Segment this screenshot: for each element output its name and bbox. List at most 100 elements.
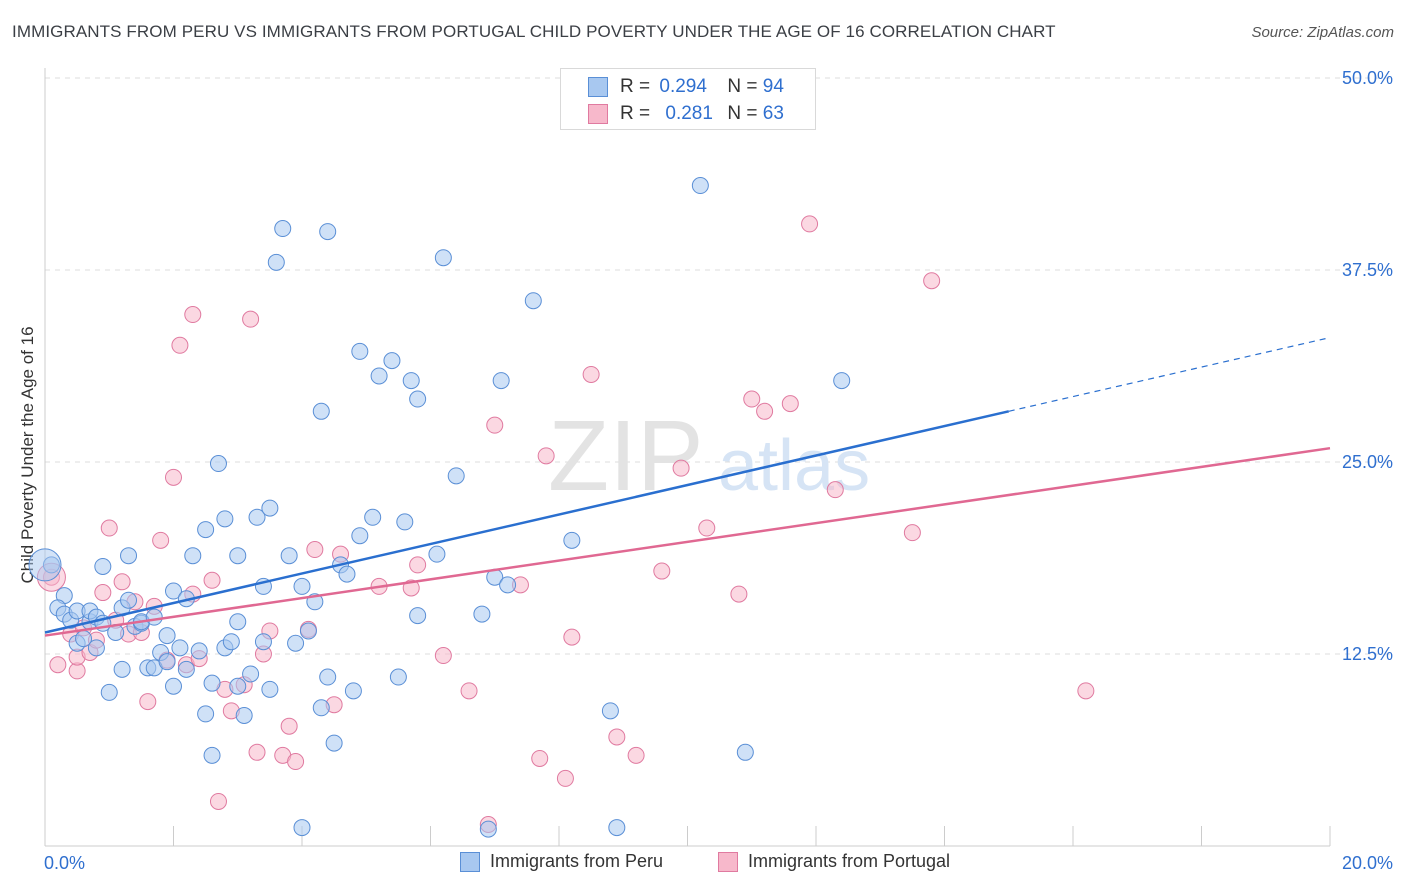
r-label: R = xyxy=(620,76,651,97)
peru-point xyxy=(197,705,215,723)
watermark: ZIP atlas xyxy=(548,400,870,512)
peru-point xyxy=(338,565,356,583)
watermark-zip: ZIP xyxy=(548,400,704,512)
portugal-legend-swatch xyxy=(718,851,738,872)
peru-trend-line xyxy=(44,410,1010,634)
peru-point xyxy=(28,548,62,582)
legend-row-peru: R = 0.294 N = 94 xyxy=(588,74,784,100)
peru-point xyxy=(145,608,163,626)
peru-point xyxy=(473,605,491,623)
peru-point xyxy=(325,734,343,752)
portugal-point xyxy=(743,390,761,408)
peru-point xyxy=(402,372,420,390)
r-label: R = xyxy=(620,103,651,124)
portugal-point xyxy=(563,628,581,646)
trend-lines xyxy=(44,336,1331,637)
peru-point xyxy=(370,367,388,385)
portugal-point xyxy=(171,336,189,354)
peru-point xyxy=(177,660,195,678)
peru-point xyxy=(319,223,337,241)
peru-point xyxy=(389,668,407,686)
legend-item-peru[interactable]: Immigrants from Peru xyxy=(460,851,663,872)
peru-point xyxy=(287,634,305,652)
n-label: N = xyxy=(727,103,758,124)
n-label: N = xyxy=(727,76,758,97)
portugal-point xyxy=(242,310,260,328)
peru-point xyxy=(197,521,215,539)
peru-point xyxy=(428,545,446,563)
y-tick-label: 25.0% xyxy=(1342,452,1393,472)
peru-point xyxy=(235,706,253,724)
series-legend: Immigrants from Peru Immigrants from Por… xyxy=(0,851,1406,879)
r-value: 0.281 xyxy=(665,103,713,124)
peru-point xyxy=(171,639,189,657)
peru-point xyxy=(165,677,182,695)
peru-points xyxy=(28,177,851,838)
peru-point xyxy=(242,665,260,683)
portugal-point xyxy=(287,753,305,771)
peru-point xyxy=(299,622,317,640)
peru-point xyxy=(351,342,369,360)
portugal-point xyxy=(730,585,748,603)
x-tick-label: 0.0% xyxy=(44,853,85,873)
peru-point xyxy=(87,639,105,657)
portugal-point xyxy=(49,656,67,674)
legend-label-peru: Immigrants from Peru xyxy=(490,851,664,871)
peru-point xyxy=(608,819,626,837)
chart-title: IMMIGRANTS FROM PERU VS IMMIGRANTS FROM … xyxy=(12,22,1056,41)
portugal-points xyxy=(36,215,1095,833)
portugal-point xyxy=(556,769,574,787)
peru-point xyxy=(312,699,330,717)
peru-swatch xyxy=(588,77,608,97)
peru-point xyxy=(158,653,176,671)
grid-lines xyxy=(45,77,1392,655)
portugal-point xyxy=(306,541,324,559)
legend-row-portugal: R = 0.281 N = 63 xyxy=(588,101,784,127)
portugal-point xyxy=(537,447,555,465)
legend-item-portugal[interactable]: Immigrants from Portugal xyxy=(718,851,950,872)
peru-point xyxy=(434,249,452,267)
portugal-point xyxy=(531,749,549,767)
portugal-point xyxy=(248,743,266,761)
peru-point xyxy=(409,607,427,625)
peru-point xyxy=(248,508,266,526)
portugal-point xyxy=(184,306,202,324)
peru-point xyxy=(222,633,240,651)
peru-point xyxy=(229,677,247,695)
peru-point xyxy=(293,819,311,837)
peru-point xyxy=(280,547,298,565)
portugal-swatch xyxy=(588,104,608,124)
peru-point xyxy=(383,352,401,370)
peru-point xyxy=(254,633,272,651)
portugal-point xyxy=(801,215,819,233)
peru-point xyxy=(691,177,709,195)
x-tick-label: 20.0% xyxy=(1342,853,1393,873)
peru-point xyxy=(492,372,510,390)
portugal-point xyxy=(698,519,716,537)
peru-point xyxy=(364,508,382,526)
peru-point xyxy=(203,674,221,692)
peru-point xyxy=(344,682,362,700)
peru-point xyxy=(563,531,581,549)
peru-point xyxy=(736,743,754,761)
peru-point xyxy=(190,642,208,660)
n-value: 63 xyxy=(762,103,784,124)
portugal-point xyxy=(94,584,112,602)
portugal-point xyxy=(409,556,427,574)
peru-point xyxy=(293,577,311,595)
portugal-point xyxy=(280,717,298,735)
peru-point xyxy=(229,547,247,565)
peru-point xyxy=(120,591,138,609)
peru-point xyxy=(351,527,369,545)
n-value: 94 xyxy=(762,76,784,97)
peru-point xyxy=(267,253,285,271)
peru-point xyxy=(833,372,851,390)
r-value: 0.294 xyxy=(659,76,707,97)
y-tick-label: 50.0% xyxy=(1342,68,1393,88)
tick-labels: 12.5% 25.0% 37.5% 50.0% 0.0% 20.0% xyxy=(44,68,1393,873)
y-tick-label: 12.5% xyxy=(1342,644,1393,664)
peru-point xyxy=(165,582,182,600)
peru-point xyxy=(216,510,234,528)
portugal-point xyxy=(139,693,157,711)
peru-point xyxy=(319,668,337,686)
